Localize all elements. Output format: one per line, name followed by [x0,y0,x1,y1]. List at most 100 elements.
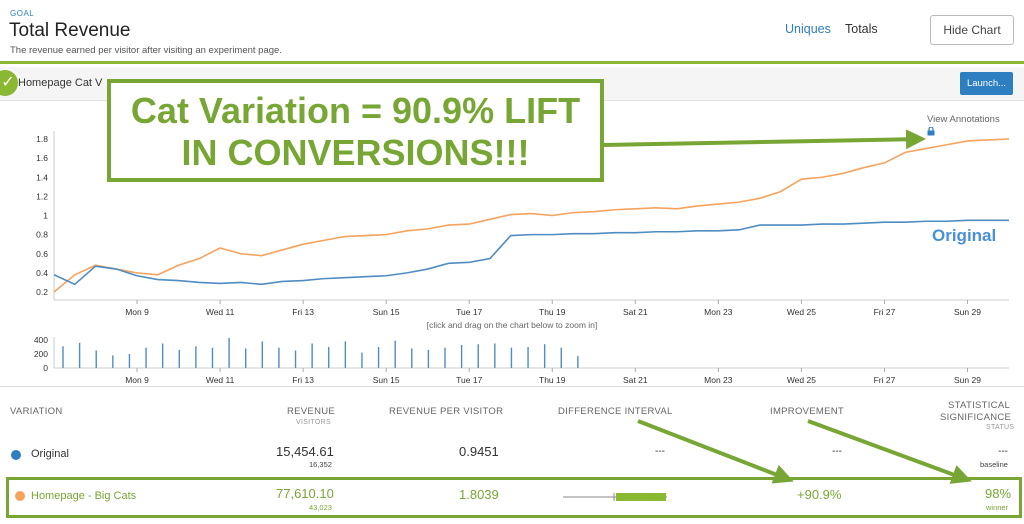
row-variation-improvement: +90.9% [797,487,842,502]
x-tick-label: Thu 19 [539,307,566,316]
visitor-bar [294,350,297,368]
visitor-bar [95,350,97,368]
check-icon: ✓ [0,70,18,96]
y-tick-label: 1.4 [36,172,48,182]
visitor-bar [145,347,147,368]
visitor-bar [228,337,230,368]
y-tick-label: 0.8 [36,230,48,240]
x-tick-label: Tue 17 [456,307,482,316]
lock-icon[interactable] [927,127,935,136]
visitor-bar [328,347,330,368]
y-tick-label: 0.4 [36,268,48,278]
row-original-rpv: 0.9451 [459,444,499,459]
visitor-bar [510,347,513,368]
visitor-bar [178,349,180,368]
lift-callout: Cat Variation = 90.9% LIFT IN CONVERSION… [107,79,604,182]
launch-button[interactable]: Launch... [960,72,1013,95]
x-tick-label: Sun 15 [373,307,400,316]
visitor-bar [444,347,446,368]
y-tick-label: 0.2 [36,287,48,297]
visitor-bar [311,343,313,368]
x-tick-label: Fri 27 [874,307,896,316]
row-variation-visitors: 43,023 [309,503,332,512]
header-status: STATUS [986,424,1015,431]
visitor-bar [577,356,579,368]
header-improvement: IMPROVEMENT [770,406,845,417]
header-variation: VARIATION [10,406,63,417]
x-tick-label: Fri 13 [292,307,314,316]
zoom-hint: [click and drag on the chart below to zo… [426,320,598,330]
visitor-bar [527,347,529,368]
row-original-status: baseline [980,460,1008,469]
mini-x-tick-label: Fri 27 [874,375,896,385]
series-line-homepage-big-cats [53,138,1010,293]
y-tick-label: 1.2 [36,191,48,201]
callout-line-2: IN CONVERSIONS!!! [181,132,530,173]
visitor-bar [195,346,197,368]
visitor-bar [112,355,114,368]
x-tick-label: Wed 11 [206,307,235,316]
visitor-bar [211,347,214,368]
goal-header: GOAL Total Revenue The revenue earned pe… [0,0,1024,64]
row-original-revenue: 15,454.61 [276,444,334,459]
visitors-mini-chart[interactable]: 0 200 400 Mon 9 Wed 11 Fri 13 Sun 15 Tue 17 Thu … [0,335,1024,385]
y-tick-label: 0.6 [36,249,48,259]
y-tick-label: 1.6 [36,153,48,163]
visitor-bar [261,341,264,368]
revenue-line-chart[interactable]: 0.2 0.4 0.6 0.8 1 1.2 1.4 1.6 1.8 Mon 9 Wed 11 Fri … [0,101,1024,316]
goal-description: The revenue earned per visitor after vis… [10,45,282,56]
row-variation-name[interactable]: Homepage - Big Cats [31,490,137,502]
visitor-bar [411,348,413,368]
mini-x-tick-label: Tue 17 [456,375,482,385]
x-tick-label: Wed 25 [787,307,816,316]
original-series-annotation: Original [932,226,997,245]
tab-uniques[interactable]: Uniques [785,22,831,36]
x-tick-label: Sun 29 [954,307,981,316]
view-annotations-link[interactable]: View Annotations [927,114,1000,125]
callout-line-1: Cat Variation = 90.9% LIFT [130,90,581,131]
x-tick-label: Sat 21 [623,307,648,316]
visitor-bar [344,341,347,368]
header-statistical: STATISTICAL [948,400,1011,411]
variation-selector[interactable]: Homepage Cat V [18,77,103,89]
mini-x-tick-label: Sat 21 [623,375,648,385]
visitor-bar [543,344,546,368]
row-original-significance: --- [998,446,1008,457]
header-revenue-per-visitor: REVENUE PER VISITOR [389,406,504,417]
row-original-improvement: --- [832,446,842,457]
mini-x-tick-label: Mon 9 [125,375,149,385]
mini-x-tick-label: Wed 25 [787,375,816,385]
tab-totals[interactable]: Totals [845,22,878,36]
visitor-bar [78,342,81,368]
mini-x-tick-label: Wed 11 [206,375,235,385]
header-difference-interval: DIFFERENCE INTERVAL [558,406,673,417]
row-variation-status: winner [986,503,1009,512]
mini-y-tick-label: 200 [34,349,48,359]
row-variation-revenue: 77,610.10 [276,486,334,501]
mini-x-tick-label: Sun 29 [954,375,981,385]
y-tick-label: 1 [43,211,48,221]
visitor-bar [394,340,396,368]
visitor-bar [377,347,380,368]
visitor-bar [427,349,430,368]
mini-x-tick-label: Sun 15 [373,375,400,385]
page-title: Total Revenue [9,20,131,41]
visitor-bar [161,343,164,368]
row-original-name[interactable]: Original [31,448,69,460]
visitor-bar [560,347,562,368]
mini-x-tick-label: Mon 23 [704,375,733,385]
difference-interval-bar [563,493,667,501]
mini-x-tick-label: Fri 13 [292,375,314,385]
visitor-bar [477,344,479,368]
visitor-bar [361,352,363,368]
winner-row-highlight [6,477,1022,518]
y-tick-label: 1.8 [36,134,48,144]
row-variation-rpv: 1.8039 [459,487,499,502]
visitor-bar [128,354,131,368]
hide-chart-button[interactable]: Hide Chart [930,15,1014,45]
visitor-bar [245,348,247,368]
visitor-bar [494,343,496,368]
visitor-bar [62,346,64,368]
goal-label: GOAL [10,9,35,18]
header-visitors: VISITORS [296,419,331,426]
